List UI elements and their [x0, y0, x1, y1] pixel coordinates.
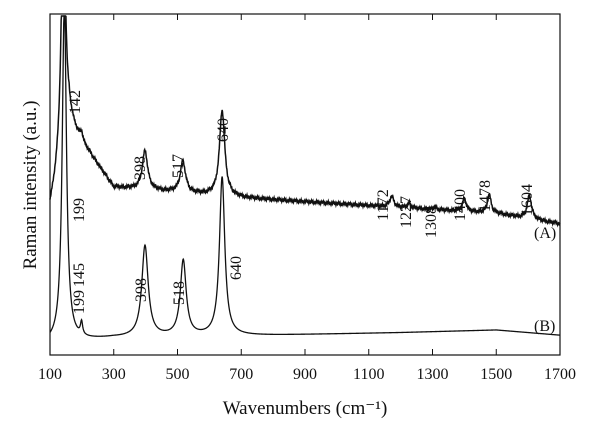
x-tick-label: 1700 [544, 366, 576, 383]
peak-label: 199 [71, 290, 88, 314]
x-tick-label: 300 [102, 366, 126, 383]
peak-label: 1227 [398, 196, 415, 228]
peak-label: 398 [133, 278, 150, 302]
peak-label: 640 [215, 118, 232, 142]
peak-label: 142 [67, 90, 84, 114]
peak-label: 518 [171, 281, 188, 305]
peak-label: 640 [228, 256, 245, 280]
x-axis-ticks: 100 300 500 700 900 1100 1300 1500 1700 [38, 14, 576, 383]
peak-label: 199 [71, 198, 88, 222]
peak-label: 1172 [375, 189, 392, 220]
peak-label: 1478 [477, 180, 494, 212]
series-name-label: (B) [534, 318, 555, 335]
series-layer [49, 15, 561, 337]
peak-label: 398 [132, 156, 149, 180]
peak-label: 1400 [452, 189, 469, 221]
x-tick-label: 700 [229, 366, 253, 383]
series-line-b [49, 15, 561, 337]
peak-label: 1308 [423, 206, 440, 238]
peak-label: 145 [71, 263, 88, 287]
series-labels: (A) (B) [534, 225, 556, 335]
peak-labels: 142 199 398 517 640 1172 1227 1308 1400 1478 1604 1… [67, 90, 536, 314]
x-tick-label: 100 [38, 366, 62, 383]
x-tick-label: 1500 [480, 366, 512, 383]
x-tick-label: 500 [166, 366, 190, 383]
x-axis-label: Wavenumbers (cm⁻¹) [223, 398, 388, 419]
x-tick-label: 1100 [353, 366, 384, 383]
peak-label: 1604 [519, 184, 536, 216]
series-line-a [49, 15, 561, 228]
peak-label: 517 [170, 154, 187, 178]
x-tick-label: 900 [293, 366, 317, 383]
x-tick-label: 1300 [417, 366, 449, 383]
y-axis-label: Raman intensity (a.u.) [20, 101, 41, 270]
series-name-label: (A) [534, 225, 556, 242]
